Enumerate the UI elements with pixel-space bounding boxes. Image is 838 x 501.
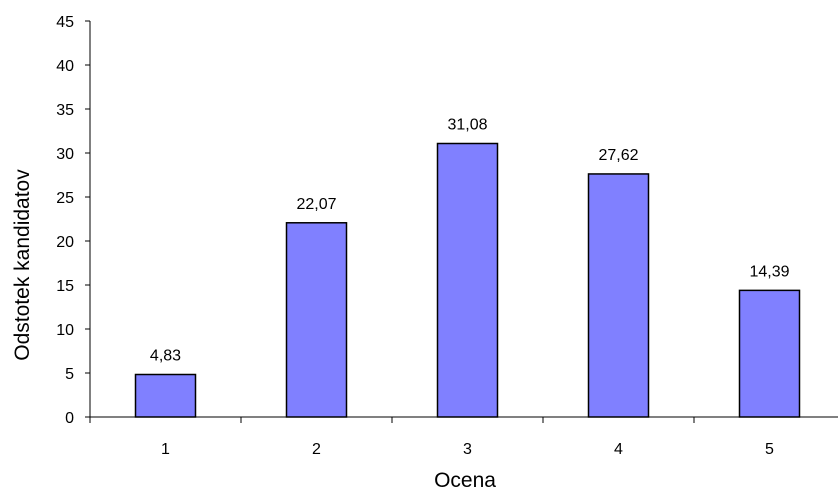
y-tick-label: 5 bbox=[65, 366, 74, 383]
bar-value-label: 4,83 bbox=[150, 347, 181, 364]
y-tick-label: 0 bbox=[65, 410, 74, 427]
x-tick-label: 5 bbox=[765, 441, 774, 458]
x-axis-title: Ocena bbox=[434, 469, 496, 492]
y-ticks-group: 0 5 10 15 20 25 30 35 40 45 bbox=[56, 14, 90, 427]
bar-value-label: 27,62 bbox=[598, 147, 638, 164]
y-tick-label: 40 bbox=[56, 58, 74, 75]
y-tick-label: 30 bbox=[56, 146, 74, 163]
x-tick-label: 3 bbox=[463, 441, 472, 458]
bar bbox=[436, 142, 499, 418]
y-axis-title: Odstotek kandidatov bbox=[11, 169, 34, 361]
bar bbox=[285, 222, 348, 418]
bar bbox=[587, 173, 650, 418]
bar bbox=[738, 289, 801, 418]
bar bbox=[134, 373, 197, 418]
x-ticks-group: 1 2 3 4 5 bbox=[89, 417, 774, 458]
y-tick-label: 25 bbox=[56, 190, 74, 207]
y-tick-label: 15 bbox=[56, 278, 74, 295]
bar-value-label: 31,08 bbox=[447, 116, 487, 133]
y-tick-label: 45 bbox=[56, 14, 74, 31]
bar-value-label: 22,07 bbox=[296, 196, 336, 213]
bar-value-label: 14,39 bbox=[749, 263, 789, 280]
x-tick-label: 4 bbox=[614, 441, 623, 458]
x-tick-label: 1 bbox=[161, 441, 170, 458]
axes-group bbox=[89, 21, 838, 418]
y-tick-label: 10 bbox=[56, 322, 74, 339]
bars-group bbox=[134, 142, 801, 418]
y-tick-label: 20 bbox=[56, 234, 74, 251]
data-labels-group: 4,83 22,07 31,08 27,62 14,39 bbox=[150, 116, 790, 364]
x-tick-label: 2 bbox=[312, 441, 321, 458]
y-tick-label: 35 bbox=[56, 102, 74, 119]
